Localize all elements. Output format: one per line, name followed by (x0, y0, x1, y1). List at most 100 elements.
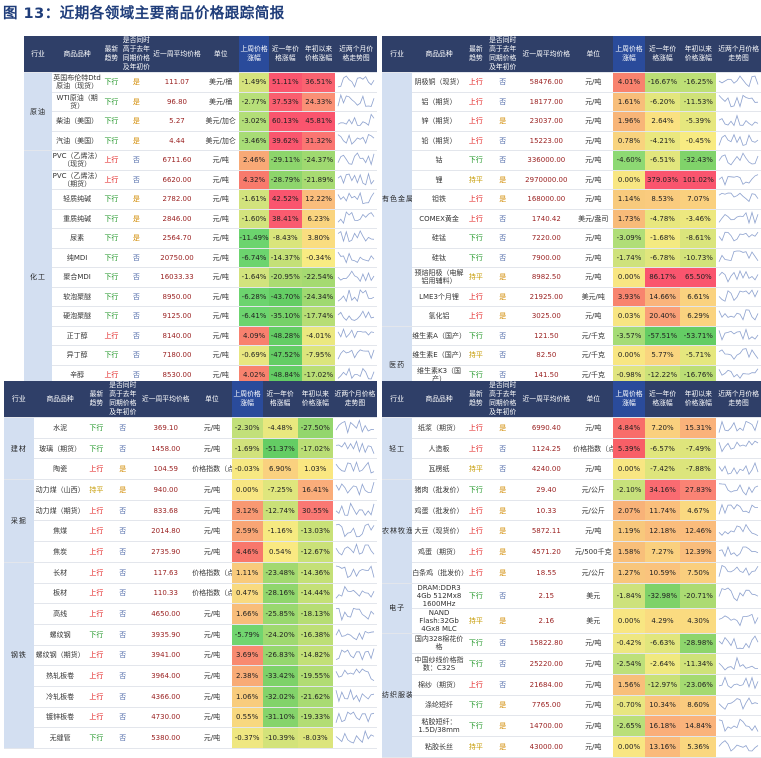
commodity-name: 冷轧板卷 (33, 686, 87, 708)
trend-label: 下行 (465, 715, 486, 737)
price-unit: 元/吨 (192, 438, 232, 460)
ytd-change: 12.46% (680, 520, 717, 543)
price-table-4: 行业 商品品种 最新趋势 是否同时高于去年同期价格及年初价 近一周平均价格 单位 上周价格涨… (382, 381, 761, 758)
avg-price: 2564.70 (151, 228, 202, 249)
price-unit: 美元/加仑 (201, 111, 240, 132)
trend-sparkline (716, 365, 761, 385)
avg-price: 1458.00 (139, 438, 193, 460)
trend-sparkline (332, 665, 377, 687)
ytd-change: 65.50% (680, 267, 717, 288)
commodity-name: 钽铁 (412, 189, 466, 210)
table-row: 钽铁 上行是 168000.00 元/吨 1.14% 8.53% 7.07% (382, 189, 761, 210)
avg-price: 6711.60 (151, 150, 202, 171)
commodity-name: 铅（期货） (412, 131, 466, 151)
trend-sparkline (332, 458, 377, 481)
ytd-change: -53.71% (680, 326, 717, 346)
above-flag: 是 (485, 608, 520, 634)
avg-price: 6990.40 (519, 417, 574, 439)
trend-sparkline (716, 345, 761, 366)
trend-sparkline (335, 92, 377, 112)
table-row: 硅锰 下行否 7220.00 元/吨 -3.09% -1.68% -8.61% (382, 228, 761, 249)
ytd-change: -8.03% (297, 727, 333, 749)
avg-price: 29.40 (519, 479, 574, 501)
year-change: -28.79% (268, 170, 302, 190)
trend-label: 上行 (465, 92, 486, 112)
avg-price: 4.44 (151, 131, 202, 151)
year-change: 11.74% (644, 500, 681, 522)
ytd-change: -17.74% (301, 306, 336, 327)
commodity-name: 焦煤 (33, 520, 87, 543)
category-label: 轻工 (382, 417, 413, 481)
year-change: -6.78% (644, 248, 681, 268)
ytd-change: 24.33% (301, 92, 336, 112)
ytd-change: -14.44% (297, 583, 333, 605)
trend-label: 下行 (465, 633, 486, 655)
above-flag: 否 (485, 326, 520, 346)
trend-sparkline (716, 72, 761, 93)
commodity-name: 汽油（美国） (52, 131, 103, 151)
week-change: 1.96% (613, 111, 645, 132)
year-change: 7.27% (644, 541, 681, 563)
week-change: 0.00% (231, 479, 263, 501)
price-unit: 元/500千克 (573, 541, 614, 563)
ytd-change: -12.67% (297, 541, 333, 563)
avg-price: 96.80 (151, 92, 202, 112)
week-change: -3.57% (613, 326, 645, 346)
table-row: 焦煤 上行否 2014.80 元/吨 2.59% -1.16% -13.03% (4, 520, 377, 543)
trend-sparkline (716, 479, 761, 501)
trend-sparkline (716, 131, 761, 151)
ytd-change: -18.13% (297, 603, 333, 625)
price-unit: 美元 (573, 608, 614, 634)
trend-label: 下行 (102, 72, 121, 93)
price-unit: 元/吨 (573, 306, 614, 327)
commodity-name: 热轧板卷 (33, 665, 87, 687)
week-change: -1.74% (613, 248, 645, 268)
header-cell: 行业 (382, 36, 413, 73)
price-unit: 元/吨 (192, 727, 232, 749)
week-change: -0.42% (613, 633, 645, 655)
trend-sparkline (335, 306, 377, 327)
header-cell: 行业 (382, 381, 413, 418)
trend-label: 上行 (86, 686, 107, 708)
commodity-name: 动力煤（山西） (33, 479, 87, 501)
above-flag: 是 (120, 209, 152, 229)
commodity-name: 聚合MDI (52, 267, 103, 288)
week-change: 4.46% (231, 541, 263, 563)
price-unit: 元/吨 (201, 150, 240, 171)
trend-sparkline (716, 608, 761, 634)
ytd-change: -22.54% (301, 267, 336, 288)
table-row: 采掘 动力煤（山西） 持平是 940.00 元/吨 0.00% -7.25% 16.41% (4, 479, 377, 563)
avg-price: 4571.20 (519, 541, 574, 563)
above-flag: 是 (485, 695, 520, 717)
year-change: -12.74% (262, 500, 298, 522)
ytd-change: -21.89% (301, 170, 336, 190)
trend-sparkline (332, 583, 377, 605)
week-change: 2.07% (613, 500, 645, 522)
commodity-name: 陶瓷 (33, 458, 87, 481)
trend-sparkline (332, 562, 377, 584)
commodity-name: NAND Flash:32Gb 4Gx8 MLC (412, 608, 466, 634)
price-unit: 元/千克 (573, 345, 614, 366)
ytd-change: 6.29% (680, 306, 717, 327)
week-change: 1.61% (613, 92, 645, 112)
trend-sparkline (335, 189, 377, 210)
trend-sparkline (335, 170, 377, 190)
commodity-name: 纸浆（期货） (412, 417, 466, 439)
above-flag: 否 (485, 345, 520, 366)
ytd-change: -0.34% (301, 248, 336, 268)
table-row: 硅钛 下行否 7900.00 元/吨 -1.74% -6.78% -10.73% (382, 248, 761, 268)
trend-sparkline (716, 653, 761, 675)
commodity-name: 镀锌板卷 (33, 707, 87, 729)
year-change: -32.98% (644, 583, 681, 609)
price-unit: 元/吨 (573, 695, 614, 717)
ytd-change: -13.03% (297, 520, 333, 543)
trend-sparkline (716, 500, 761, 522)
commodity-name: 鸡蛋（期货） (412, 541, 466, 563)
table-row: 化工 PVC（乙烯法）（现货） 上行否 6711.60 元/吨 2.46% -29.11% -… (24, 150, 377, 405)
trend-label: 持平 (465, 608, 486, 634)
table-row: 硬泡聚醚 下行否 9125.00 元/吨 -6.41% -35.10% -17.74% (24, 306, 377, 327)
ytd-change: 16.41% (297, 479, 333, 501)
above-flag: 否 (120, 306, 152, 327)
avg-price: 10.33 (519, 500, 574, 522)
